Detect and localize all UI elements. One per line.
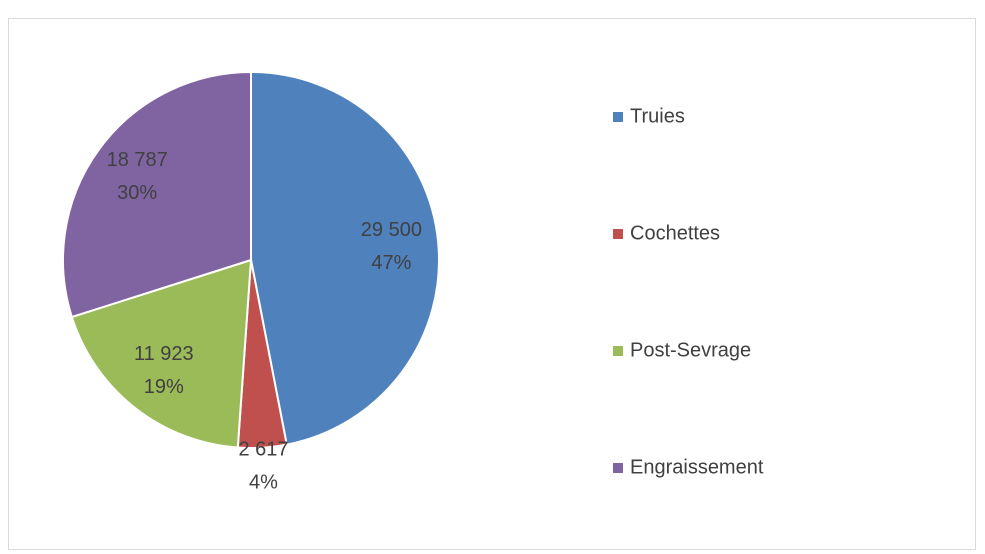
- pie-slice: [250, 70, 440, 446]
- legend-label: Cochettes: [630, 222, 720, 244]
- data-label: 11 923: [134, 343, 194, 365]
- legend-label: Truies: [630, 105, 685, 127]
- pie-slice: [70, 258, 253, 449]
- legend-label: Engraissement: [630, 456, 764, 478]
- data-label: 2 617: [238, 439, 288, 461]
- data-label-percent: 19%: [144, 376, 184, 398]
- legend-swatch: [613, 346, 623, 356]
- data-label: 18 787: [107, 149, 168, 171]
- pie-slice: [62, 70, 252, 319]
- legend-swatch: [613, 463, 623, 473]
- data-label-percent: 47%: [371, 252, 411, 274]
- data-label: 29 500: [361, 219, 422, 241]
- data-label-percent: 30%: [117, 182, 157, 204]
- legend-swatch: [613, 229, 623, 239]
- data-label-percent: 4%: [249, 472, 278, 494]
- legend-label: Post-Sevrage: [630, 339, 751, 361]
- legend-swatch: [613, 112, 623, 122]
